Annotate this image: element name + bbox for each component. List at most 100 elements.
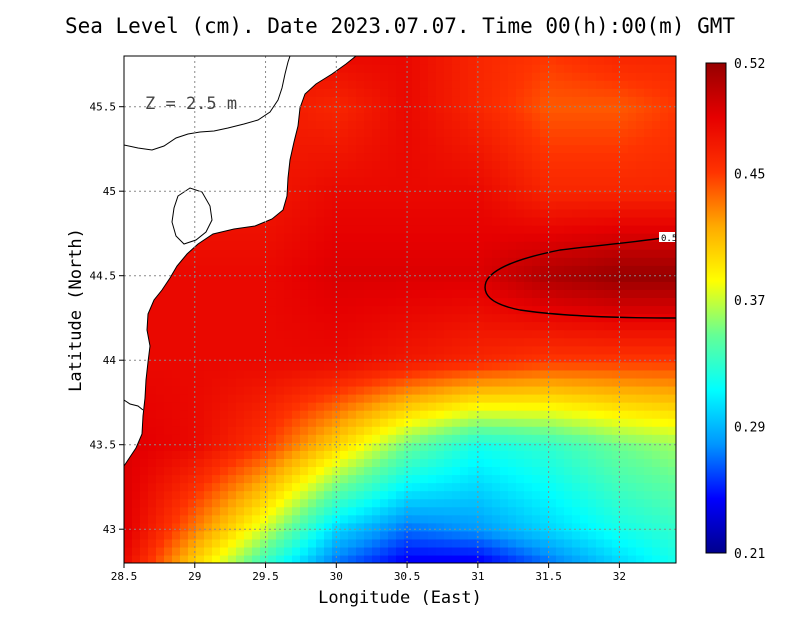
- field-cell: [620, 434, 629, 443]
- field-cell: [596, 450, 605, 459]
- field-cell: [596, 434, 605, 443]
- field-cell: [452, 112, 461, 121]
- field-cell: [148, 385, 157, 395]
- field-cell: [372, 192, 381, 202]
- field-cell: [188, 418, 197, 427]
- field-cell: [420, 120, 429, 130]
- field-cell: [484, 458, 493, 468]
- field-cell: [340, 281, 349, 290]
- field-cell: [540, 514, 549, 524]
- field-cell: [420, 216, 429, 226]
- field-cell: [508, 208, 517, 218]
- y-tick-label: 45.5: [90, 101, 117, 114]
- field-cell: [540, 265, 549, 274]
- field-cell: [596, 418, 605, 427]
- field-cell: [188, 450, 197, 459]
- field-cell: [268, 426, 277, 435]
- field-cell: [316, 434, 325, 443]
- field-cell: [564, 321, 573, 331]
- field-cell: [500, 128, 509, 138]
- field-cell: [428, 208, 437, 218]
- field-cell: [660, 506, 669, 516]
- field-cell: [268, 216, 277, 226]
- field-cell: [420, 225, 429, 234]
- field-cell: [532, 466, 541, 476]
- field-cell: [476, 96, 485, 105]
- field-cell: [508, 200, 517, 210]
- field-cell: [580, 466, 589, 476]
- field-cell: [476, 144, 485, 154]
- field-cell: [444, 112, 453, 121]
- field-cell: [468, 410, 477, 419]
- field-cell: [572, 345, 581, 355]
- field-cell: [372, 128, 381, 138]
- field-cell: [484, 249, 493, 258]
- field-cell: [316, 522, 325, 532]
- field-cell: [644, 506, 653, 516]
- field-cell: [236, 458, 245, 468]
- field-cell: [396, 281, 405, 290]
- field-cell: [556, 120, 565, 130]
- field-cell: [524, 482, 533, 492]
- field-cell: [356, 554, 365, 563]
- field-cell: [468, 281, 477, 290]
- field-cell: [652, 506, 661, 516]
- field-cell: [532, 297, 541, 307]
- field-cell: [244, 490, 253, 500]
- field-cell: [372, 329, 381, 339]
- field-cell: [492, 241, 501, 250]
- field-cell: [220, 506, 229, 516]
- field-cell: [556, 72, 565, 81]
- field-cell: [284, 377, 293, 387]
- field-cell: [300, 337, 309, 347]
- field-cell: [420, 208, 429, 218]
- field-cell: [404, 514, 413, 524]
- field-cell: [532, 289, 541, 299]
- field-cell: [636, 257, 645, 266]
- field-cell: [452, 168, 461, 178]
- field-cell: [316, 136, 325, 146]
- field-cell: [388, 361, 397, 371]
- field-cell: [364, 474, 373, 484]
- field-cell: [172, 385, 181, 395]
- field-cell: [156, 337, 165, 347]
- field-cell: [308, 522, 317, 532]
- field-cell: [404, 112, 413, 121]
- field-cell: [420, 128, 429, 138]
- field-cell: [428, 321, 437, 331]
- field-cell: [180, 554, 189, 563]
- field-cell: [380, 72, 389, 81]
- field-cell: [316, 281, 325, 290]
- field-cell: [308, 506, 317, 516]
- field-cell: [372, 434, 381, 443]
- field-cell: [556, 305, 565, 315]
- field-cell: [444, 353, 453, 363]
- field-cell: [332, 80, 341, 89]
- field-cell: [564, 289, 573, 299]
- field-cell: [500, 104, 509, 113]
- field-cell: [404, 522, 413, 532]
- field-cell: [412, 241, 421, 250]
- field-cell: [340, 200, 349, 210]
- field-cell: [268, 546, 277, 556]
- field-cell: [612, 514, 621, 524]
- field-cell: [436, 482, 445, 492]
- field-cell: [540, 200, 549, 210]
- field-cell: [436, 442, 445, 451]
- field-cell: [428, 482, 437, 492]
- field-cell: [580, 369, 589, 379]
- field-cell: [628, 192, 637, 202]
- field-cell: [620, 450, 629, 459]
- field-cell: [348, 418, 357, 427]
- field-cell: [556, 458, 565, 468]
- field-cell: [244, 385, 253, 395]
- field-cell: [372, 321, 381, 331]
- field-cell: [244, 329, 253, 339]
- field-cell: [508, 297, 517, 307]
- field-cell: [308, 329, 317, 339]
- field-cell: [260, 402, 269, 411]
- field-cell: [356, 546, 365, 556]
- field-cell: [444, 192, 453, 202]
- field-cell: [316, 208, 325, 218]
- field-cell: [196, 474, 205, 484]
